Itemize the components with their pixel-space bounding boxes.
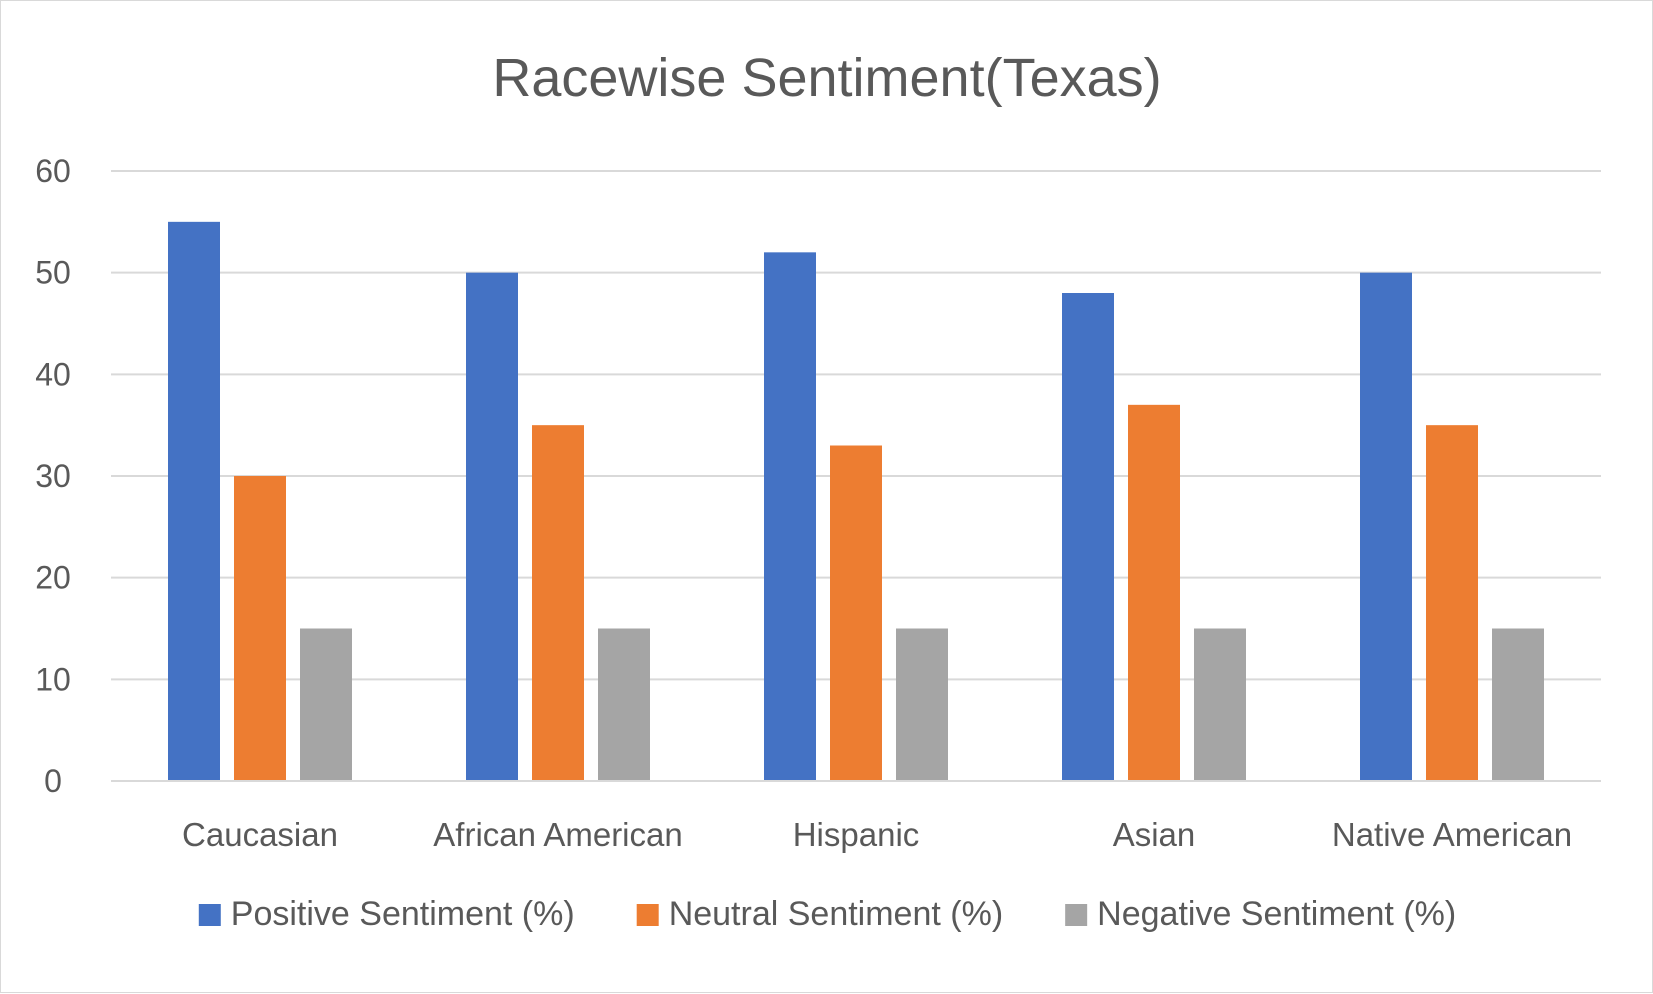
legend-label: Positive Sentiment (%) xyxy=(231,895,575,933)
bar-negative-african-american xyxy=(598,628,650,781)
bar-positive-asian xyxy=(1062,293,1114,781)
bar-positive-native-american xyxy=(1360,272,1412,781)
x-category-label: African American xyxy=(433,816,682,853)
bar-neutral-caucasian xyxy=(234,476,286,781)
x-category-label: Asian xyxy=(1113,816,1196,853)
legend: Positive Sentiment (%) Neutral Sentiment … xyxy=(198,895,1456,933)
bar-neutral-hispanic xyxy=(830,445,882,781)
x-category-label: Caucasian xyxy=(182,816,338,853)
y-axis-ticks: 0 10 20 30 40 50 60 xyxy=(35,153,71,799)
legend-swatch xyxy=(636,904,659,926)
bar-negative-caucasian xyxy=(300,628,352,781)
bar-neutral-african-american xyxy=(532,425,584,781)
legend-label: Negative Sentiment (%) xyxy=(1097,895,1456,933)
bar-negative-asian xyxy=(1194,628,1246,781)
bar-positive-african-american xyxy=(466,272,518,781)
x-category-label: Native American xyxy=(1332,816,1572,853)
bars xyxy=(168,221,1544,782)
legend-item: Negative Sentiment (%) xyxy=(1065,895,1456,933)
y-tick-label: 30 xyxy=(35,458,71,494)
legend-label: Neutral Sentiment (%) xyxy=(669,895,1003,933)
y-tick-label: 20 xyxy=(35,560,71,596)
y-tick-label: 40 xyxy=(35,356,71,392)
bar-negative-hispanic xyxy=(896,628,948,781)
legend-item: Positive Sentiment (%) xyxy=(198,895,575,933)
legend-swatch xyxy=(1065,904,1088,926)
bar-positive-caucasian xyxy=(168,221,220,782)
y-tick-label: 50 xyxy=(35,255,71,291)
y-tick-label: 60 xyxy=(35,153,71,189)
bar-negative-native-american xyxy=(1492,628,1544,781)
chart-title: Racewise Sentiment(Texas) xyxy=(492,48,1161,108)
y-tick-label: 0 xyxy=(44,763,62,799)
legend-item: Neutral Sentiment (%) xyxy=(636,895,1003,933)
bar-neutral-native-american xyxy=(1426,425,1478,781)
bar-neutral-asian xyxy=(1128,404,1180,781)
y-tick-label: 10 xyxy=(35,661,71,697)
x-category-label: Hispanic xyxy=(793,816,920,853)
bar-positive-hispanic xyxy=(764,252,816,782)
x-axis-categories: Caucasian African American Hispanic Asian Na… xyxy=(182,816,1572,853)
legend-swatch xyxy=(198,904,221,926)
